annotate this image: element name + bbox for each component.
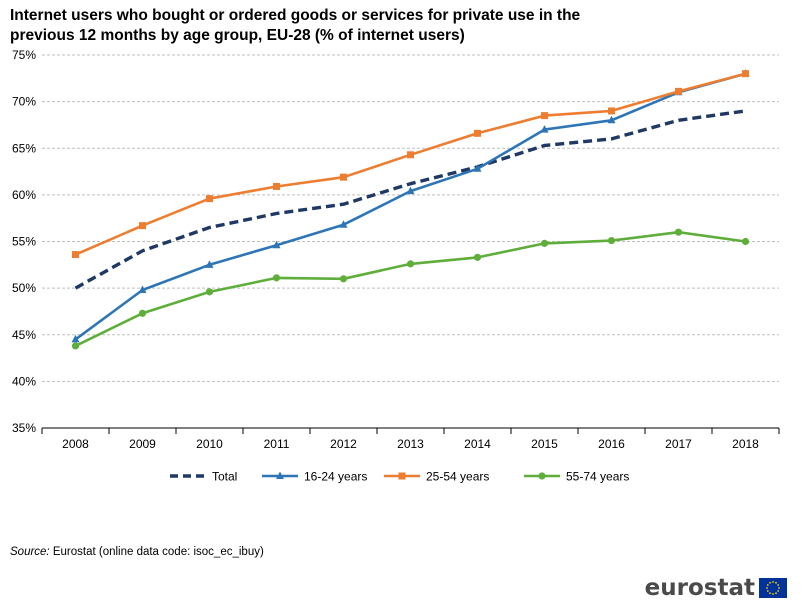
data-point <box>608 107 615 115</box>
data-point <box>138 285 147 293</box>
x-tick-label: 2008 <box>62 437 89 451</box>
data-point <box>541 112 548 120</box>
legend-marker <box>398 472 406 480</box>
source-note: Source: Eurostat (online data code: isoc… <box>10 546 264 558</box>
data-point <box>273 182 280 190</box>
flag-star <box>772 581 774 583</box>
series-16-24-years <box>71 69 750 343</box>
y-tick-label: 60% <box>12 188 36 202</box>
data-point <box>607 115 616 124</box>
chart-title: Internet users who bought or ordered goo… <box>10 6 770 46</box>
eu-flag-icon <box>759 578 787 598</box>
flag-star <box>766 587 768 589</box>
data-point <box>205 288 214 296</box>
data-point <box>474 129 481 137</box>
chart-title-line-1: Internet users who bought or ordered goo… <box>10 7 581 24</box>
legend-item-55-74-years: 55-74 years <box>524 470 629 484</box>
data-point <box>138 309 147 317</box>
x-tick-label: 2016 <box>598 437 625 451</box>
y-tick-label: 55% <box>12 235 36 249</box>
data-point <box>406 186 415 195</box>
data-point <box>206 195 213 203</box>
data-point <box>72 251 79 259</box>
chart-title-line-2: previous 12 months by age group, EU-28 (… <box>10 27 465 44</box>
y-tick-label: 65% <box>12 141 36 155</box>
series-line-55-74-years <box>74 230 746 348</box>
data-point <box>71 334 80 343</box>
series-55-74-years <box>71 228 750 350</box>
data-point <box>473 253 482 261</box>
legend-item-16-24-years: 16-24 years <box>262 470 367 484</box>
y-tick-label: 70% <box>12 95 36 109</box>
data-point <box>272 240 281 249</box>
data-point <box>674 228 683 236</box>
flag-star <box>775 581 777 584</box>
data-point <box>272 274 281 282</box>
y-tick-label: 75% <box>12 48 36 62</box>
legend-label: 25-54 years <box>426 470 489 484</box>
source-label: Source: <box>10 546 50 558</box>
data-point <box>675 87 682 95</box>
series-line-25-54-years <box>74 72 746 256</box>
flag-star <box>769 581 771 584</box>
x-tick-label: 2013 <box>397 437 424 451</box>
series-total <box>74 109 746 290</box>
x-tick-label: 2017 <box>665 437 692 451</box>
flag-star <box>766 590 769 592</box>
series-25-54-years <box>72 70 749 259</box>
data-point <box>540 125 549 133</box>
data-point <box>139 222 146 230</box>
y-tick-label: 40% <box>12 374 36 388</box>
data-point <box>741 237 750 246</box>
flag-star <box>778 587 780 589</box>
series-line-16-24-years <box>74 72 746 341</box>
legend-item-total: Total <box>170 470 237 484</box>
line-chart: 35% 40% 45% 50% 55% 60% 65% 70% 75% 2008 2009 2010 2… <box>12 48 780 484</box>
data-point <box>205 260 214 268</box>
x-tick-label: 2014 <box>464 437 491 451</box>
legend-label: 16-24 years <box>304 470 367 484</box>
y-tick-label: 50% <box>12 281 36 295</box>
y-tick-label: 45% <box>12 328 36 342</box>
legend: Total 16-24 years 25-54 years 55-74 years <box>170 470 629 484</box>
data-point <box>340 173 347 181</box>
flag-star <box>775 592 777 595</box>
data-point <box>407 151 414 159</box>
x-tick-label: 2011 <box>264 437 290 451</box>
legend-item-25-54-years: 25-54 years <box>384 470 489 484</box>
data-point <box>540 239 549 247</box>
x-tick-label: 2015 <box>531 437 558 451</box>
data-point <box>71 342 80 350</box>
flag-star <box>777 590 780 592</box>
flag-star <box>772 593 774 595</box>
legend-label: 55-74 years <box>566 470 629 484</box>
legend-marker <box>276 471 284 479</box>
axes: 35% 40% 45% 50% 55% 60% 65% 70% 75% 2008 2009 2010 2… <box>12 48 780 451</box>
flag-star <box>769 592 771 595</box>
data-point <box>406 260 415 268</box>
eurostat-logo-text: eurostat <box>644 575 755 601</box>
flag-star <box>766 584 769 586</box>
x-tick-label: 2018 <box>732 437 759 451</box>
x-tick-label: 2009 <box>129 437 156 451</box>
x-tick-label: 2012 <box>330 437 357 451</box>
series-lines <box>71 69 750 350</box>
legend-marker <box>538 472 546 480</box>
flag-star <box>777 584 780 586</box>
gridlines <box>42 54 779 382</box>
data-point <box>473 164 482 172</box>
x-tick-label: 2010 <box>196 437 223 451</box>
series-line-total <box>74 109 746 290</box>
source-text: Eurostat (online data code: isoc_ec_ibuy… <box>49 546 264 558</box>
data-point <box>742 70 749 78</box>
data-point <box>339 220 348 228</box>
data-point <box>339 275 348 283</box>
data-point <box>607 236 616 245</box>
eurostat-logo: eurostat <box>645 575 787 601</box>
legend-label: Total <box>212 470 237 484</box>
y-tick-label: 35% <box>12 421 36 435</box>
